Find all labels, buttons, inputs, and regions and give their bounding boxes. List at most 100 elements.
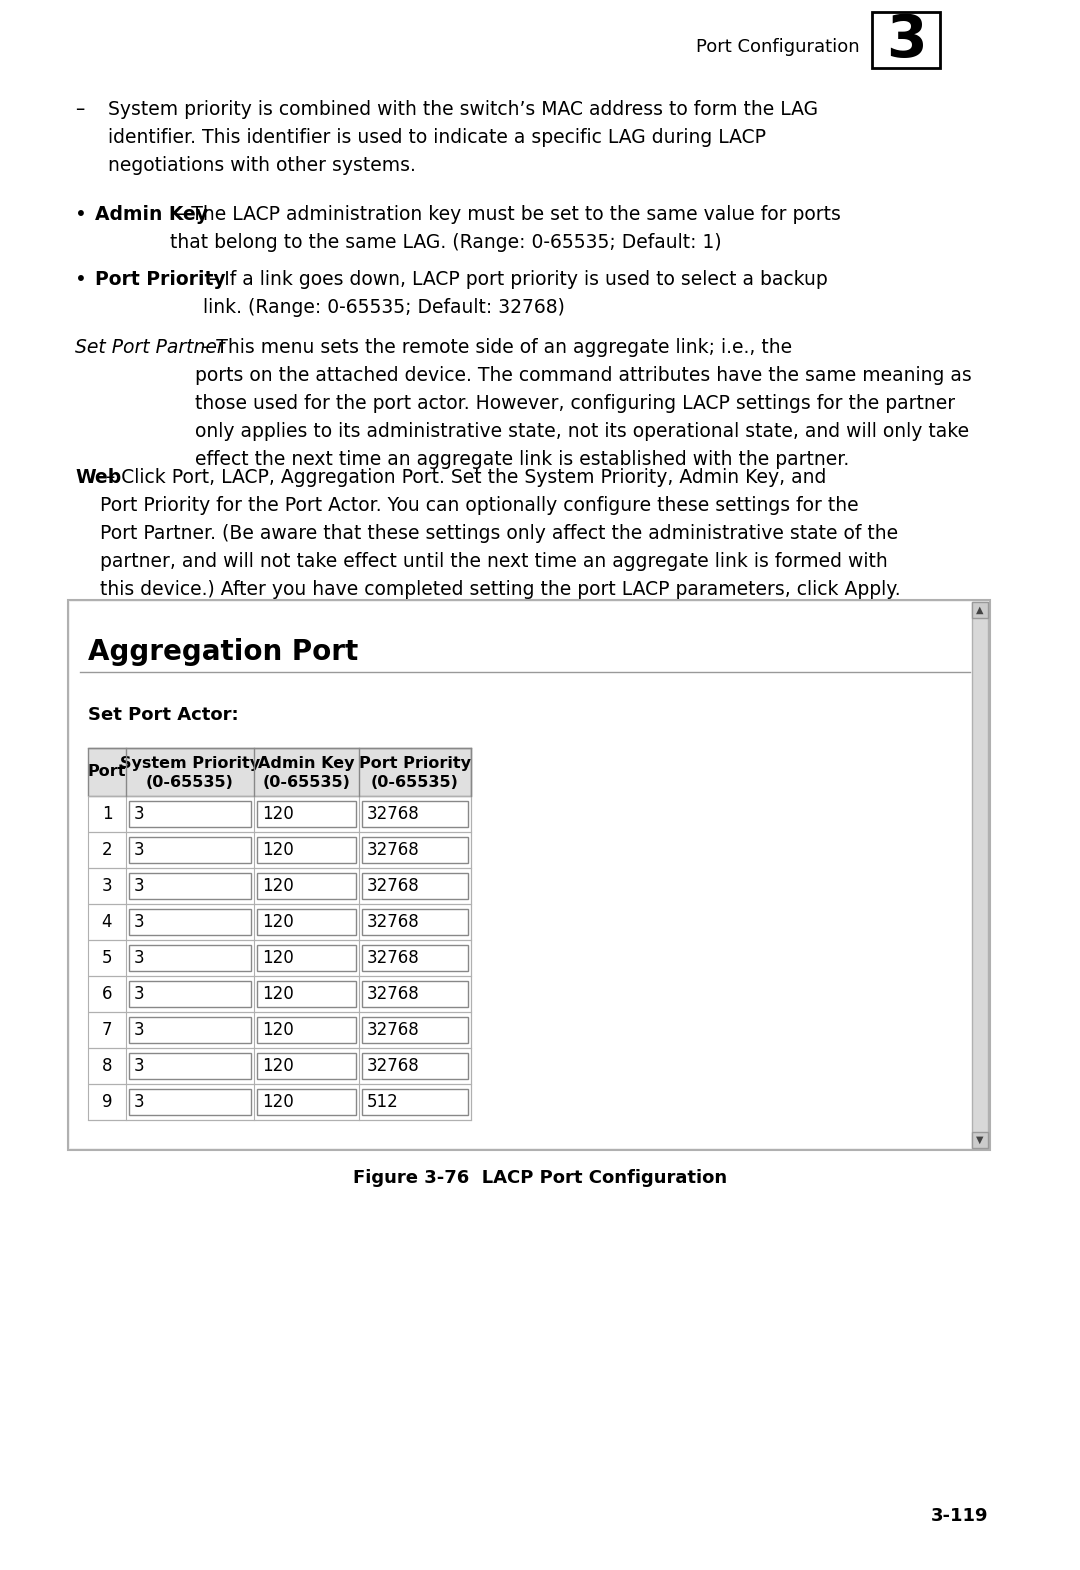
Text: 3-119: 3-119 (931, 1507, 989, 1524)
Text: 120: 120 (262, 1057, 294, 1075)
Text: System Priority: System Priority (120, 757, 260, 771)
Text: –: – (75, 100, 84, 119)
Bar (129, 909, 251, 936)
Bar (972, 601, 988, 1148)
Text: Port Priority: Port Priority (95, 270, 226, 289)
Text: •: • (75, 206, 86, 225)
Bar (257, 945, 356, 970)
Bar (129, 981, 251, 1006)
Text: (0-65535): (0-65535) (372, 776, 459, 790)
Text: Set Port Partner: Set Port Partner (75, 338, 225, 356)
Text: 120: 120 (262, 1020, 294, 1039)
Bar (87, 1083, 471, 1119)
Text: 512: 512 (367, 1093, 399, 1112)
Text: Admin Key: Admin Key (95, 206, 208, 225)
Text: 32768: 32768 (367, 948, 420, 967)
Text: – This menu sets the remote side of an aggregate link; i.e., the
ports on the at: – This menu sets the remote side of an a… (195, 338, 972, 469)
Text: – Click Port, LACP, Aggregation Port. Set the System Priority, Admin Key, and
Po: – Click Port, LACP, Aggregation Port. Se… (100, 468, 901, 600)
Text: 3: 3 (134, 1020, 145, 1039)
Bar (87, 747, 471, 796)
Text: 120: 120 (262, 805, 294, 823)
Bar (972, 601, 988, 619)
Bar (87, 1013, 471, 1049)
Text: Port: Port (87, 765, 126, 779)
Text: 3: 3 (886, 11, 927, 69)
Text: Port Priority: Port Priority (359, 757, 471, 771)
Bar (129, 837, 251, 864)
Bar (87, 1083, 471, 1119)
Bar (87, 1013, 471, 1049)
Bar (362, 1017, 468, 1042)
Bar (362, 909, 468, 936)
Bar (87, 868, 471, 904)
Text: 120: 120 (262, 948, 294, 967)
Bar (87, 868, 471, 904)
Bar (362, 1053, 468, 1079)
Bar (362, 801, 468, 827)
Bar (257, 909, 356, 936)
Text: 32768: 32768 (367, 1020, 420, 1039)
Bar (362, 945, 468, 970)
Bar (87, 904, 471, 940)
Bar (129, 1053, 251, 1079)
Text: 120: 120 (262, 842, 294, 859)
Bar (87, 977, 471, 1013)
Bar (87, 904, 471, 940)
Bar (87, 747, 471, 796)
Bar (257, 1017, 356, 1042)
Text: 120: 120 (262, 914, 294, 931)
Text: System priority is combined with the switch’s MAC address to form the LAG
identi: System priority is combined with the swi… (108, 100, 819, 174)
Text: 3: 3 (134, 878, 145, 895)
Text: 4: 4 (102, 914, 112, 931)
Bar (972, 1132, 988, 1148)
Text: Web: Web (75, 468, 121, 487)
Text: – If a link goes down, LACP port priority is used to select a backup
link. (Rang: – If a link goes down, LACP port priorit… (203, 270, 827, 317)
Bar (87, 796, 471, 832)
Bar (87, 977, 471, 1013)
Text: (0-65535): (0-65535) (262, 776, 350, 790)
Text: 6: 6 (102, 984, 112, 1003)
Bar (257, 981, 356, 1006)
Bar (257, 873, 356, 900)
Bar (129, 801, 251, 827)
Text: 9: 9 (102, 1093, 112, 1112)
Text: – The LACP administration key must be set to the same value for ports
that belon: – The LACP administration key must be se… (170, 206, 840, 253)
Bar (87, 832, 471, 868)
Bar (129, 873, 251, 900)
Text: 3: 3 (134, 984, 145, 1003)
Text: (0-65535): (0-65535) (146, 776, 234, 790)
Bar (87, 832, 471, 868)
Text: •: • (75, 270, 86, 289)
Text: 120: 120 (262, 878, 294, 895)
Text: 7: 7 (102, 1020, 112, 1039)
Bar (68, 600, 990, 1149)
Bar (257, 1053, 356, 1079)
Bar (362, 837, 468, 864)
Text: Admin Key: Admin Key (258, 757, 354, 771)
Text: ▼: ▼ (976, 1135, 984, 1145)
Text: 32768: 32768 (367, 878, 420, 895)
Bar (362, 1090, 468, 1115)
Text: 1: 1 (102, 805, 112, 823)
Bar (257, 801, 356, 827)
Text: 3: 3 (134, 1093, 145, 1112)
Text: 32768: 32768 (367, 984, 420, 1003)
Text: ▲: ▲ (976, 604, 984, 615)
Bar (872, 13, 940, 68)
Bar (70, 601, 972, 1148)
Text: 32768: 32768 (367, 805, 420, 823)
Bar (87, 1049, 471, 1083)
Bar (129, 1090, 251, 1115)
Bar (87, 1049, 471, 1083)
Text: Aggregation Port: Aggregation Port (87, 637, 359, 666)
Text: 120: 120 (262, 984, 294, 1003)
Bar (129, 1017, 251, 1042)
Text: Set Port Actor:: Set Port Actor: (87, 706, 239, 724)
Text: 5: 5 (102, 948, 112, 967)
Bar (257, 1090, 356, 1115)
Text: 32768: 32768 (367, 1057, 420, 1075)
Text: 32768: 32768 (367, 914, 420, 931)
Bar (257, 837, 356, 864)
Text: 2: 2 (102, 842, 112, 859)
Text: Figure 3-76  LACP Port Configuration: Figure 3-76 LACP Port Configuration (353, 1170, 727, 1187)
